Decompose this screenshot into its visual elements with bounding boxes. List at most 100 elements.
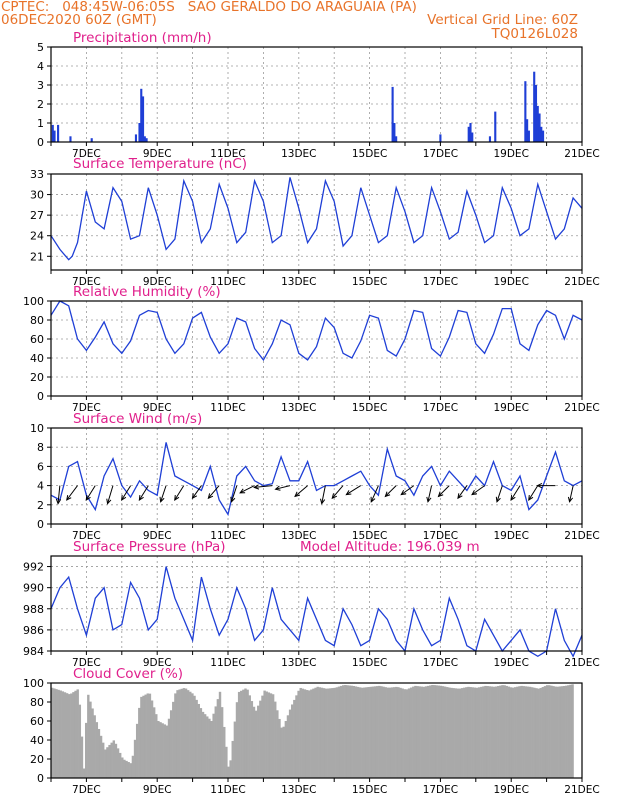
cloud-column xyxy=(446,687,449,778)
cloud-column xyxy=(322,688,326,778)
wind-arrow xyxy=(57,485,61,504)
cloud-column xyxy=(182,688,186,778)
wind-arrow-head xyxy=(400,489,407,496)
y-tick-label: 8 xyxy=(37,441,44,454)
wind-arrow xyxy=(370,485,379,503)
cloud-column xyxy=(388,687,392,778)
cloud-column xyxy=(497,686,500,778)
panel-title: Relative Humidity (%) xyxy=(73,284,221,300)
cloud-column xyxy=(248,695,251,778)
x-tick-label: 19DEC xyxy=(493,276,528,288)
cloud-column xyxy=(278,718,281,778)
cloud-column xyxy=(329,688,332,778)
cloud-column xyxy=(533,687,536,778)
x-tick-label: 19DEC xyxy=(493,148,528,160)
cloud-column xyxy=(535,688,538,778)
cloud-column xyxy=(524,686,528,778)
cloud-column xyxy=(91,708,94,778)
cloud-column xyxy=(437,685,440,778)
precip-bar xyxy=(391,86,394,142)
cloud-column xyxy=(543,686,547,778)
cloud-column xyxy=(490,686,494,778)
wind-arrow xyxy=(427,485,433,502)
cloud-column xyxy=(448,687,451,778)
x-tick-label: 17DEC xyxy=(423,530,458,542)
cloud-column xyxy=(51,687,54,778)
x-tick-label: 15DEC xyxy=(352,148,387,160)
cloud-column xyxy=(233,721,237,778)
cloud-column xyxy=(548,685,551,778)
cloud-column xyxy=(144,694,147,778)
x-tick-label: 13DEC xyxy=(281,148,316,160)
cloud-column xyxy=(316,686,319,778)
y-tick-label: 2 xyxy=(37,499,44,512)
cloud-column xyxy=(324,688,328,778)
cloud-column xyxy=(458,688,462,778)
cloud-column xyxy=(422,686,426,778)
wind-arrow-head xyxy=(207,493,214,500)
cloud-column xyxy=(494,686,498,778)
cloud-column xyxy=(397,687,400,778)
cloud-column xyxy=(271,694,275,778)
cloud-column xyxy=(363,687,366,778)
cloud-column xyxy=(216,699,220,778)
cloud-column xyxy=(97,728,101,778)
precip-bar xyxy=(439,134,442,142)
cloud-column xyxy=(358,687,362,778)
wind-arrow xyxy=(331,485,344,499)
cloud-column xyxy=(516,686,519,778)
cloud-column xyxy=(242,689,245,778)
cloud-column xyxy=(63,692,67,778)
panel-rh: Relative Humidity (%) 0 20 40 60 80 100 7DEC 9DE… xyxy=(23,284,600,414)
wind-arrow xyxy=(510,485,521,501)
cloud-column xyxy=(416,686,419,778)
cloud-column xyxy=(191,693,194,778)
wind-arrow-head xyxy=(567,496,574,503)
wind-arrow xyxy=(528,485,539,501)
cloud-column xyxy=(133,739,137,778)
y-tick-label: 0 xyxy=(37,136,44,149)
wind-arrow xyxy=(230,485,238,502)
cloud-column xyxy=(477,687,481,778)
wind-arrow xyxy=(471,485,485,496)
y-tick-label: 30 xyxy=(30,189,44,202)
x-tick-label: 21DEC xyxy=(564,148,599,160)
wind-arrow-head xyxy=(320,498,326,505)
cloud-column xyxy=(57,689,60,778)
cloud-column xyxy=(116,748,120,778)
cloud-column xyxy=(203,714,207,778)
precip-bar xyxy=(471,132,474,142)
cloud-column xyxy=(176,690,179,778)
precip-bar xyxy=(527,130,530,142)
precip-bar xyxy=(134,134,138,142)
y-tick-label: 40 xyxy=(30,734,44,747)
y-tick-label: 5 xyxy=(37,41,44,54)
cloud-column xyxy=(184,688,188,778)
wind-arrow xyxy=(321,485,326,504)
cloud-column xyxy=(341,685,345,778)
cloud-column xyxy=(282,726,285,778)
precip-bar xyxy=(541,130,545,142)
x-tick-label: 11DEC xyxy=(210,784,245,796)
cloud-column xyxy=(571,684,574,778)
cloud-column xyxy=(250,701,254,778)
x-tick-label: 7DEC xyxy=(72,276,101,288)
x-tick-label: 15DEC xyxy=(352,402,387,414)
cloud-column xyxy=(518,686,521,778)
cloud-column xyxy=(76,689,79,778)
y-tick-label: 60 xyxy=(30,333,44,346)
cloud-column xyxy=(539,687,542,778)
x-tick-label: 19DEC xyxy=(493,530,528,542)
cloud-column xyxy=(528,686,532,778)
cloud-column xyxy=(123,759,126,778)
cloud-column xyxy=(526,686,530,778)
cloud-column xyxy=(339,685,343,778)
wind-series-line xyxy=(50,442,583,517)
cloud-column xyxy=(263,690,266,778)
cloud-column xyxy=(522,686,525,778)
cloud-column xyxy=(152,707,156,778)
wind-arrow-head xyxy=(55,498,62,505)
wind-arrow-head xyxy=(159,496,165,503)
cloud-column xyxy=(167,718,171,778)
cloud-column xyxy=(371,686,375,778)
